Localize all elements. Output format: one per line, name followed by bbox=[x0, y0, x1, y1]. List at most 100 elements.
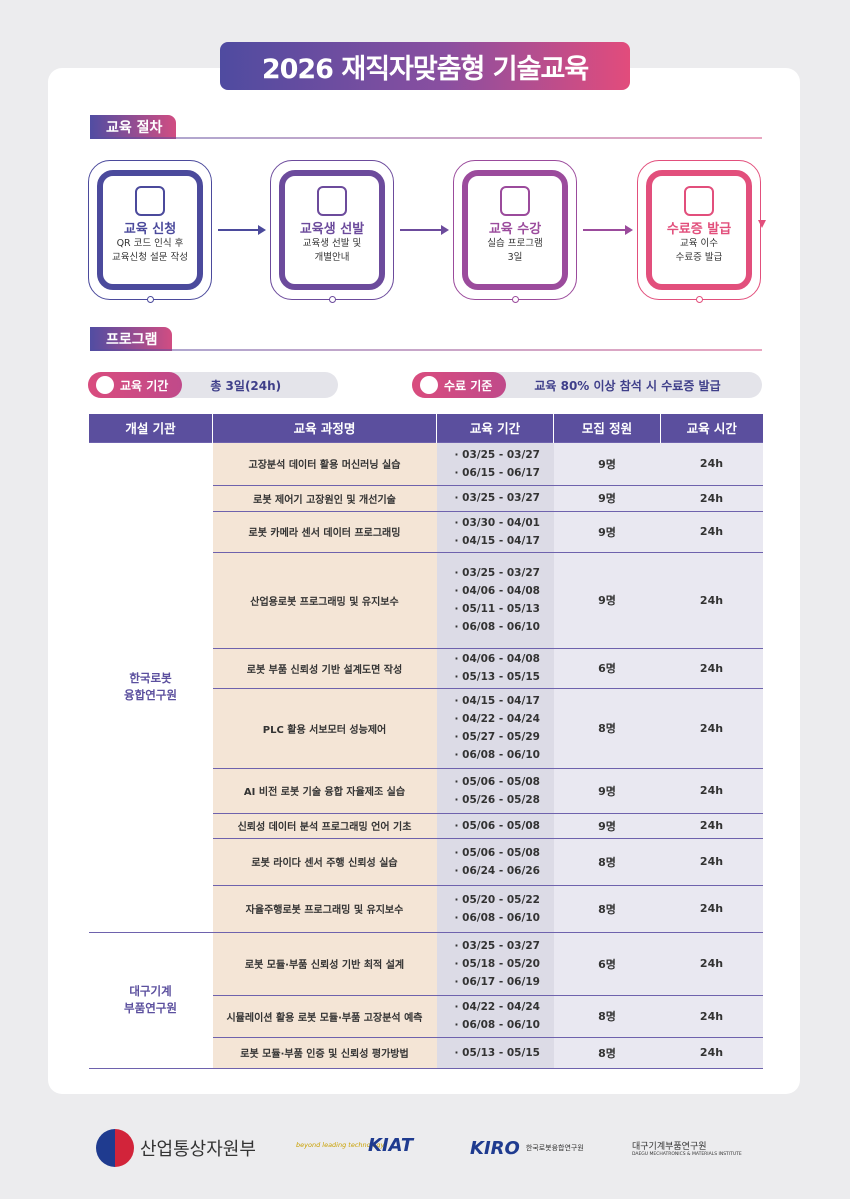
completion-label-box: 수료 기준 bbox=[412, 372, 507, 398]
hours: 24h bbox=[660, 931, 763, 995]
period: · 05/06 - 05/08 bbox=[454, 846, 540, 859]
capacity: 8명 bbox=[553, 837, 661, 885]
step-box: 교육 신청 QR 코드 인식 후 교육신청 설문 작성 bbox=[97, 170, 203, 290]
course-period: · 03/25 - 03/27 · 04/06 - 04/08 · 05/11 - … bbox=[436, 551, 554, 648]
period: · 06/08 - 06/10 bbox=[454, 621, 540, 633]
course-period: · 04/22 - 04/24 · 06/08 - 06/10 bbox=[436, 994, 554, 1037]
step-dot bbox=[696, 296, 703, 303]
table-row: 산업용로봇 프로그래밍 및 유지보수 · 03/25 - 03/27 · 04/06… bbox=[89, 551, 763, 648]
course-name: 시뮬레이션 활용 로봇 모듈·부품 고장분석 예측 bbox=[212, 994, 437, 1037]
period: · 05/06 - 05/08 bbox=[454, 775, 540, 788]
course-period: · 05/20 - 05/22 · 06/08 - 06/10 bbox=[436, 884, 554, 932]
table-row: 로봇 부품 신뢰성 기반 설계도면 작성 · 04/06 - 04/08 · 05/… bbox=[89, 647, 763, 688]
capacity: 8명 bbox=[553, 1036, 661, 1069]
period: · 04/15 - 04/17 bbox=[454, 695, 540, 707]
step: 교육 수강 실습 프로그램 3일 bbox=[453, 160, 577, 300]
divider bbox=[90, 137, 762, 139]
arrow-head bbox=[625, 225, 633, 235]
logo-dmi: 대구기계부품연구원 DAEGU MECHATRONICS & MATERIALS … bbox=[632, 1128, 742, 1168]
hours: 24h bbox=[660, 812, 763, 838]
capacity: 8명 bbox=[553, 994, 661, 1037]
step-description: 3일 bbox=[507, 252, 523, 263]
logo-text: 한국로봇융합연구원 bbox=[525, 1144, 584, 1152]
capacity: 9명 bbox=[553, 551, 661, 648]
logo-text: 산업통상자원부 bbox=[140, 1139, 256, 1160]
step: 교육생 선발 교육생 선발 및 개별안내 bbox=[270, 160, 394, 300]
period: · 06/24 - 06/26 bbox=[454, 864, 540, 877]
logo-text: KIRO bbox=[470, 1137, 520, 1159]
course-name: 자율주행로봇 프로그래밍 및 유지보수 bbox=[212, 884, 437, 932]
course-period: · 05/06 - 05/08 · 06/24 - 06/26 bbox=[436, 837, 554, 885]
table-row: 자율주행로봇 프로그래밍 및 유지보수 · 05/20 - 05/22 · 06/0… bbox=[89, 884, 763, 932]
period: · 06/08 - 06/10 bbox=[454, 1019, 540, 1031]
step-icon bbox=[684, 186, 714, 216]
logo-text: KIAT bbox=[368, 1134, 414, 1156]
course-name: 로봇 모듈·부품 인증 및 신뢰성 평가방법 bbox=[212, 1036, 437, 1069]
arrow-head bbox=[258, 225, 266, 235]
logo-kiat: beyond leading technology KIAT bbox=[296, 1128, 413, 1168]
capacity: 9명 bbox=[553, 812, 661, 838]
step-box: 수료증 발급 교육 이수 수료증 발급 bbox=[646, 170, 752, 290]
period: · 04/15 - 04/17 bbox=[454, 534, 540, 547]
completion-value: 교육 80% 이상 참석 시 수료증 발급 bbox=[534, 378, 721, 393]
period: · 03/25 - 03/27 bbox=[454, 567, 540, 579]
course-period: · 03/25 - 03/27 bbox=[436, 484, 554, 511]
table-row: PLC 활용 서보모터 성능제어 · 04/15 - 04/17 · 04/22 -… bbox=[89, 687, 763, 768]
section-heading: 교육 절차 bbox=[90, 115, 177, 139]
institution-line: 한국로봇 bbox=[129, 671, 172, 685]
institution-line: 대구기계 bbox=[129, 984, 172, 998]
hours: 24h bbox=[660, 884, 763, 932]
hours: 24h bbox=[660, 551, 763, 648]
arrow-head bbox=[758, 220, 766, 228]
table-row: 한국로봇 융합연구원 고장분석 데이터 활용 머신러닝 실습 · 03/25 - 03… bbox=[88, 441, 763, 933]
arrow bbox=[583, 229, 627, 231]
completion-label: 수료 기준 bbox=[444, 378, 493, 393]
period: · 05/06 - 05/08 bbox=[454, 819, 540, 832]
period: · 05/11 - 05/13 bbox=[454, 603, 540, 615]
period: · 05/13 - 05/15 bbox=[454, 1046, 540, 1059]
hours: 24h bbox=[660, 441, 763, 485]
capacity: 6명 bbox=[553, 647, 661, 688]
course-name: 고장분석 데이터 활용 머신러닝 실습 bbox=[212, 441, 437, 485]
hours: 24h bbox=[660, 994, 763, 1037]
period: · 06/15 - 06/17 bbox=[454, 466, 540, 479]
period: · 04/22 - 04/24 bbox=[454, 1001, 540, 1013]
divider bbox=[90, 349, 762, 351]
section-heading: 프로그램 bbox=[90, 327, 172, 351]
period: · 05/20 - 05/22 bbox=[454, 893, 540, 906]
table-row: AI 비전 로봇 기술 융합 자율제조 실습 · 05/06 - 05/08 · 0… bbox=[89, 767, 763, 813]
period: · 03/25 - 03/27 bbox=[454, 492, 540, 504]
step-title: 교육생 선발 bbox=[299, 222, 365, 237]
period-value: 총 3일(24h) bbox=[210, 378, 282, 393]
logo-motie: 산업통상자원부 bbox=[96, 1128, 256, 1168]
course-period: · 04/15 - 04/17 · 04/22 - 04/24 · 05/27 - … bbox=[436, 687, 554, 768]
column-header: 개설 기관 bbox=[88, 414, 213, 442]
step-dot bbox=[329, 296, 336, 303]
period: · 05/18 - 05/20 bbox=[454, 957, 540, 970]
course-period: · 03/25 - 03/27 · 06/15 - 06/17 bbox=[436, 441, 554, 485]
step-box: 교육 수강 실습 프로그램 3일 bbox=[462, 170, 568, 290]
step-title: 교육 신청 bbox=[123, 222, 177, 237]
period: · 04/22 - 04/24 bbox=[454, 713, 540, 725]
period-label: 교육 기간 bbox=[120, 378, 169, 393]
period: · 06/08 - 06/10 bbox=[454, 911, 540, 924]
course-name: 산업용로봇 프로그래밍 및 유지보수 bbox=[212, 551, 437, 648]
step: 수료증 발급 교육 이수 수료증 발급 bbox=[637, 160, 761, 300]
period: · 06/17 - 06/19 bbox=[454, 975, 540, 988]
course-name: 로봇 부품 신뢰성 기반 설계도면 작성 bbox=[212, 647, 437, 688]
capacity: 8명 bbox=[553, 687, 661, 768]
step-description: 개별안내 bbox=[314, 252, 350, 263]
table-row: 신뢰성 데이터 분석 프로그래밍 언어 기초 · 05/06 - 05/08 9명 2… bbox=[89, 812, 763, 838]
step-icon bbox=[317, 186, 347, 216]
hours: 24h bbox=[660, 647, 763, 688]
table-row: 시뮬레이션 활용 로봇 모듈·부품 고장분석 예측 · 04/22 - 04/24… bbox=[89, 994, 763, 1037]
hours: 24h bbox=[660, 484, 763, 511]
institution: 한국로봇 융합연구원 bbox=[88, 441, 213, 933]
step-title: 수료증 발급 bbox=[666, 222, 732, 237]
period-label-box: 교육 기간 bbox=[88, 372, 183, 398]
step-icon bbox=[500, 186, 530, 216]
table-row: 로봇 라이다 센서 주행 신뢰성 실습 · 05/06 - 05/08 · 06/2… bbox=[89, 837, 763, 885]
capacity: 9명 bbox=[553, 767, 661, 813]
arrow bbox=[400, 229, 443, 231]
step-dot bbox=[147, 296, 154, 303]
